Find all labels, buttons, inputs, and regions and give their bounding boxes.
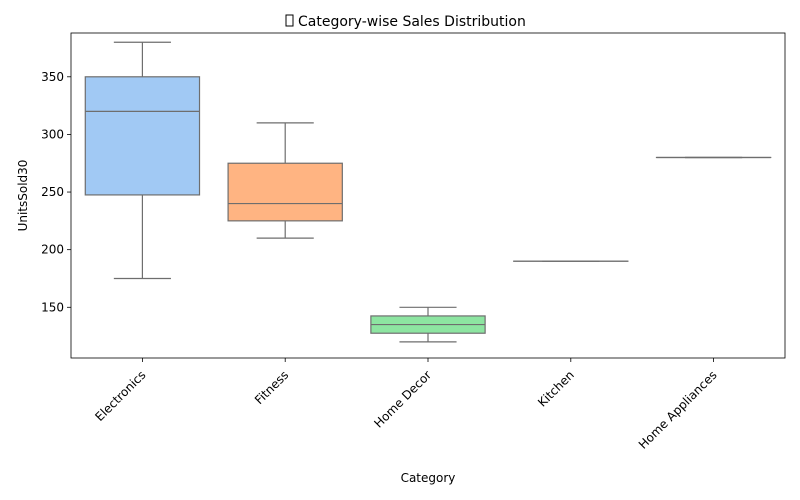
x-axis-label: Category	[401, 471, 456, 485]
chart-emoji-icon	[285, 14, 294, 27]
y-tick-label-350: 350	[41, 70, 64, 84]
y-tick-label-150: 150	[41, 300, 64, 314]
x-tick-label-kitchen: Kitchen	[535, 368, 577, 410]
y-axis-label: UnitsSold30	[16, 160, 30, 232]
x-tick-label-home-appliances: Home Appliances	[636, 368, 720, 452]
chart-title-text: Category-wise Sales Distribution	[298, 14, 526, 30]
box-home-decor	[370, 306, 486, 343]
box-fitness	[227, 122, 343, 239]
y-tick-label-300: 300	[41, 127, 64, 141]
box-electronics	[84, 41, 201, 280]
box-body-electronics	[84, 76, 201, 196]
x-tick-label-fitness: Fitness	[252, 368, 291, 407]
y-tick-label-250: 250	[41, 185, 64, 199]
x-tick-label-electronics: Electronics	[92, 368, 148, 424]
chart-title: Category-wise Sales Distribution	[285, 14, 526, 30]
x-axis: Electronics Fitness Home Decor Kitchen Home …	[92, 358, 720, 452]
y-tick-label-200: 200	[41, 243, 64, 257]
y-axis: 150 200 250 300 350	[41, 70, 71, 314]
x-tick-label-home-decor: Home Decor	[371, 368, 434, 431]
box-body-fitness	[227, 162, 343, 222]
